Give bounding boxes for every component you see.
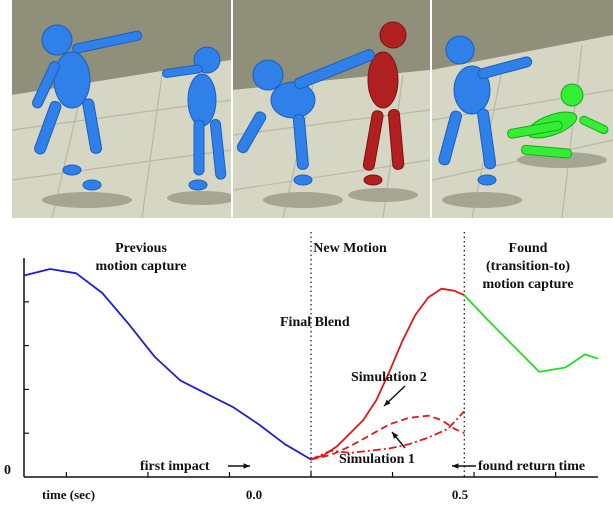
scene-panel-transition — [432, 0, 613, 218]
label-found-return-time: found return time — [478, 459, 585, 474]
arrow-found-return-head — [452, 463, 459, 469]
x-tick-0-5: 0.5 — [452, 487, 469, 502]
label-simulation-1: Simulation 1 — [339, 452, 415, 467]
label-previous-line2: motion capture — [95, 259, 186, 274]
series-line-simulation-2 — [310, 414, 465, 461]
x-axis-title: time (sec) — [42, 487, 95, 502]
arrow-first-impact-head — [243, 463, 250, 469]
blend-chart: Previous motion capture New Motion Found… — [4, 232, 599, 502]
arrow-simulation-2-head — [384, 399, 391, 406]
chart-labels: Previous motion capture New Motion Found… — [4, 241, 585, 502]
label-simulation-2: Simulation 2 — [351, 370, 427, 385]
label-found-line2: (transition-to) — [486, 259, 570, 274]
series-line-found-motion-capture — [463, 294, 599, 373]
label-found-line3: motion capture — [482, 277, 573, 292]
series-line-final-blend — [310, 287, 465, 461]
label-previous-line1: Previous — [115, 241, 167, 256]
chart-series-group — [23, 268, 599, 461]
label-new-motion: New Motion — [313, 241, 387, 256]
arrow-simulation-1-head — [392, 432, 399, 439]
chart-arrows — [228, 385, 476, 469]
series-line-previous-motion-capture — [23, 268, 312, 461]
chart-axes — [23, 232, 598, 478]
label-first-impact: first impact — [140, 459, 210, 474]
label-final-blend: Final Blend — [280, 315, 350, 330]
label-found-line1: Found — [509, 241, 548, 256]
series-line-simulation-1 — [310, 410, 465, 461]
label-y-zero: 0 — [4, 463, 11, 478]
x-tick-0: 0.0 — [246, 487, 262, 502]
scene-panel-impact — [233, 0, 430, 218]
scene-panel-before-impact — [12, 0, 231, 218]
